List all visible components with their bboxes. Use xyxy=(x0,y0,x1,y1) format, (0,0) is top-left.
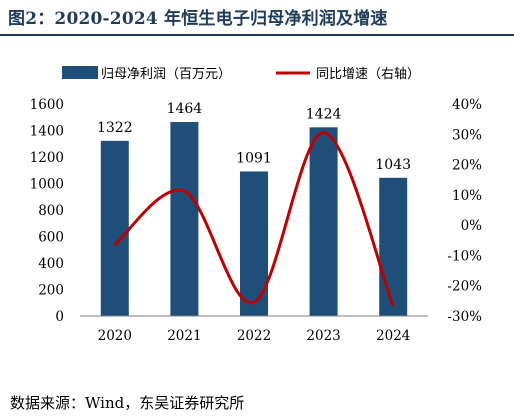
x-tick-labels: 2020 2021 2022 2023 2024 xyxy=(98,328,411,344)
bar-labels: 1322 1464 1091 1424 1043 xyxy=(97,101,411,173)
title-divider xyxy=(0,34,514,36)
y-right-tick: -30% xyxy=(447,309,482,325)
y-left-tick: 1000 xyxy=(30,177,64,193)
source-note: 数据来源：Wind，东吴证券研究所 xyxy=(10,394,245,412)
y-right-tick: -10% xyxy=(447,248,482,264)
y-left-tick: 1200 xyxy=(30,150,64,166)
y-left-tick: 400 xyxy=(38,256,64,272)
bar-2023 xyxy=(309,127,338,316)
data-label-2021: 1464 xyxy=(167,101,203,117)
chart-title: 图2：2020-2024 年恒生电子归母净利润及增速 xyxy=(8,9,388,29)
x-tick-2021: 2021 xyxy=(167,328,201,344)
data-label-2023: 1424 xyxy=(306,106,342,122)
y-right-tick: 20% xyxy=(452,158,482,174)
bar-2021 xyxy=(170,122,199,317)
y-right-tick: 10% xyxy=(452,188,482,204)
data-label-2022: 1091 xyxy=(236,150,272,166)
y-right-tick: 0% xyxy=(461,218,483,234)
y-left-tick: 800 xyxy=(38,203,64,219)
x-tick-2023: 2023 xyxy=(306,328,340,344)
y-left-tick: 1600 xyxy=(30,97,64,113)
y-left-tick: 1400 xyxy=(30,124,64,140)
y-left-tick-labels: 0 200 400 600 800 1000 1200 1400 1600 xyxy=(30,97,64,325)
bar-2024 xyxy=(379,177,408,316)
legend-bar-swatch xyxy=(62,66,98,79)
x-tick-2024: 2024 xyxy=(376,328,410,344)
bar-2020 xyxy=(100,140,129,316)
data-label-2024: 1043 xyxy=(375,157,411,173)
bar-2022 xyxy=(240,171,268,316)
legend-line-label: 同比增速（右轴） xyxy=(316,67,420,82)
y-right-tick: 40% xyxy=(452,97,482,113)
growth-line xyxy=(113,131,395,307)
y-right-tick: 30% xyxy=(452,127,482,143)
legend: 归母净利润（百万元） 同比增速（右轴） xyxy=(62,66,420,82)
y-left-tick: 0 xyxy=(55,309,64,325)
y-left-tick: 600 xyxy=(38,230,64,246)
data-label-2020: 1322 xyxy=(97,120,133,136)
y-right-tick: -20% xyxy=(447,279,482,295)
y-left-tick: 200 xyxy=(38,283,64,299)
x-tick-2022: 2022 xyxy=(237,328,271,344)
legend-bar-label: 归母净利润（百万元） xyxy=(101,67,231,82)
y-right-tick-labels: -30% -20% -10% 0% 10% 20% 30% 40% xyxy=(447,97,482,325)
chart: 归母净利润（百万元） 同比增速（右轴） 1322 1464 1091 1424 1043… xyxy=(30,66,483,344)
x-tick-2020: 2020 xyxy=(98,328,132,344)
